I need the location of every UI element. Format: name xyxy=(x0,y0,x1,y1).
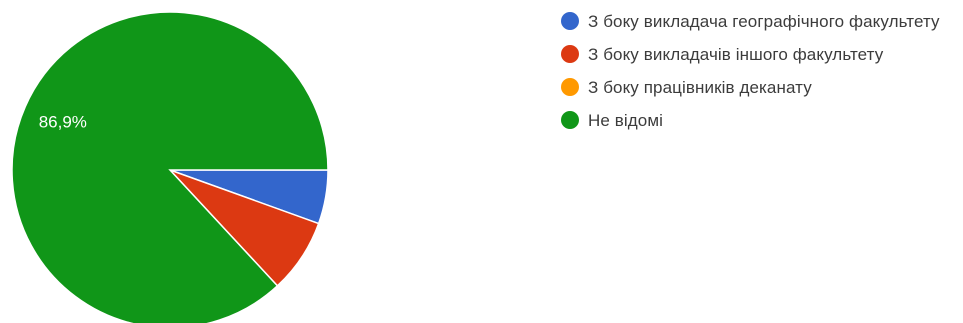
legend-swatch-icon xyxy=(561,111,579,129)
legend-label: З боку працівників деканату xyxy=(588,78,812,97)
legend-label: З боку викладачів іншого факультету xyxy=(588,45,884,64)
chart-legend: З боку викладача географічного факультет… xyxy=(561,10,961,142)
legend-item-dean-office[interactable]: З боку працівників деканату xyxy=(561,76,961,100)
legend-label: Не відомі xyxy=(588,111,664,130)
slice-data-label: 86,9% xyxy=(39,113,87,132)
legend-item-other-faculty[interactable]: З боку викладачів іншого факультету xyxy=(561,43,961,67)
slice-unknown[interactable] xyxy=(11,11,329,323)
legend-swatch-icon xyxy=(561,78,579,96)
legend-item-faculty-teacher[interactable]: З боку викладача географічного факультет… xyxy=(561,10,961,34)
pie-chart: 86,9% xyxy=(11,11,329,323)
legend-swatch-icon xyxy=(561,12,579,30)
pie-chart-svg: 86,9% xyxy=(11,11,329,323)
legend-swatch-icon xyxy=(561,45,579,63)
legend-label: З боку викладача географічного факультет… xyxy=(588,12,940,31)
legend-item-unknown[interactable]: Не відомі xyxy=(561,109,961,133)
